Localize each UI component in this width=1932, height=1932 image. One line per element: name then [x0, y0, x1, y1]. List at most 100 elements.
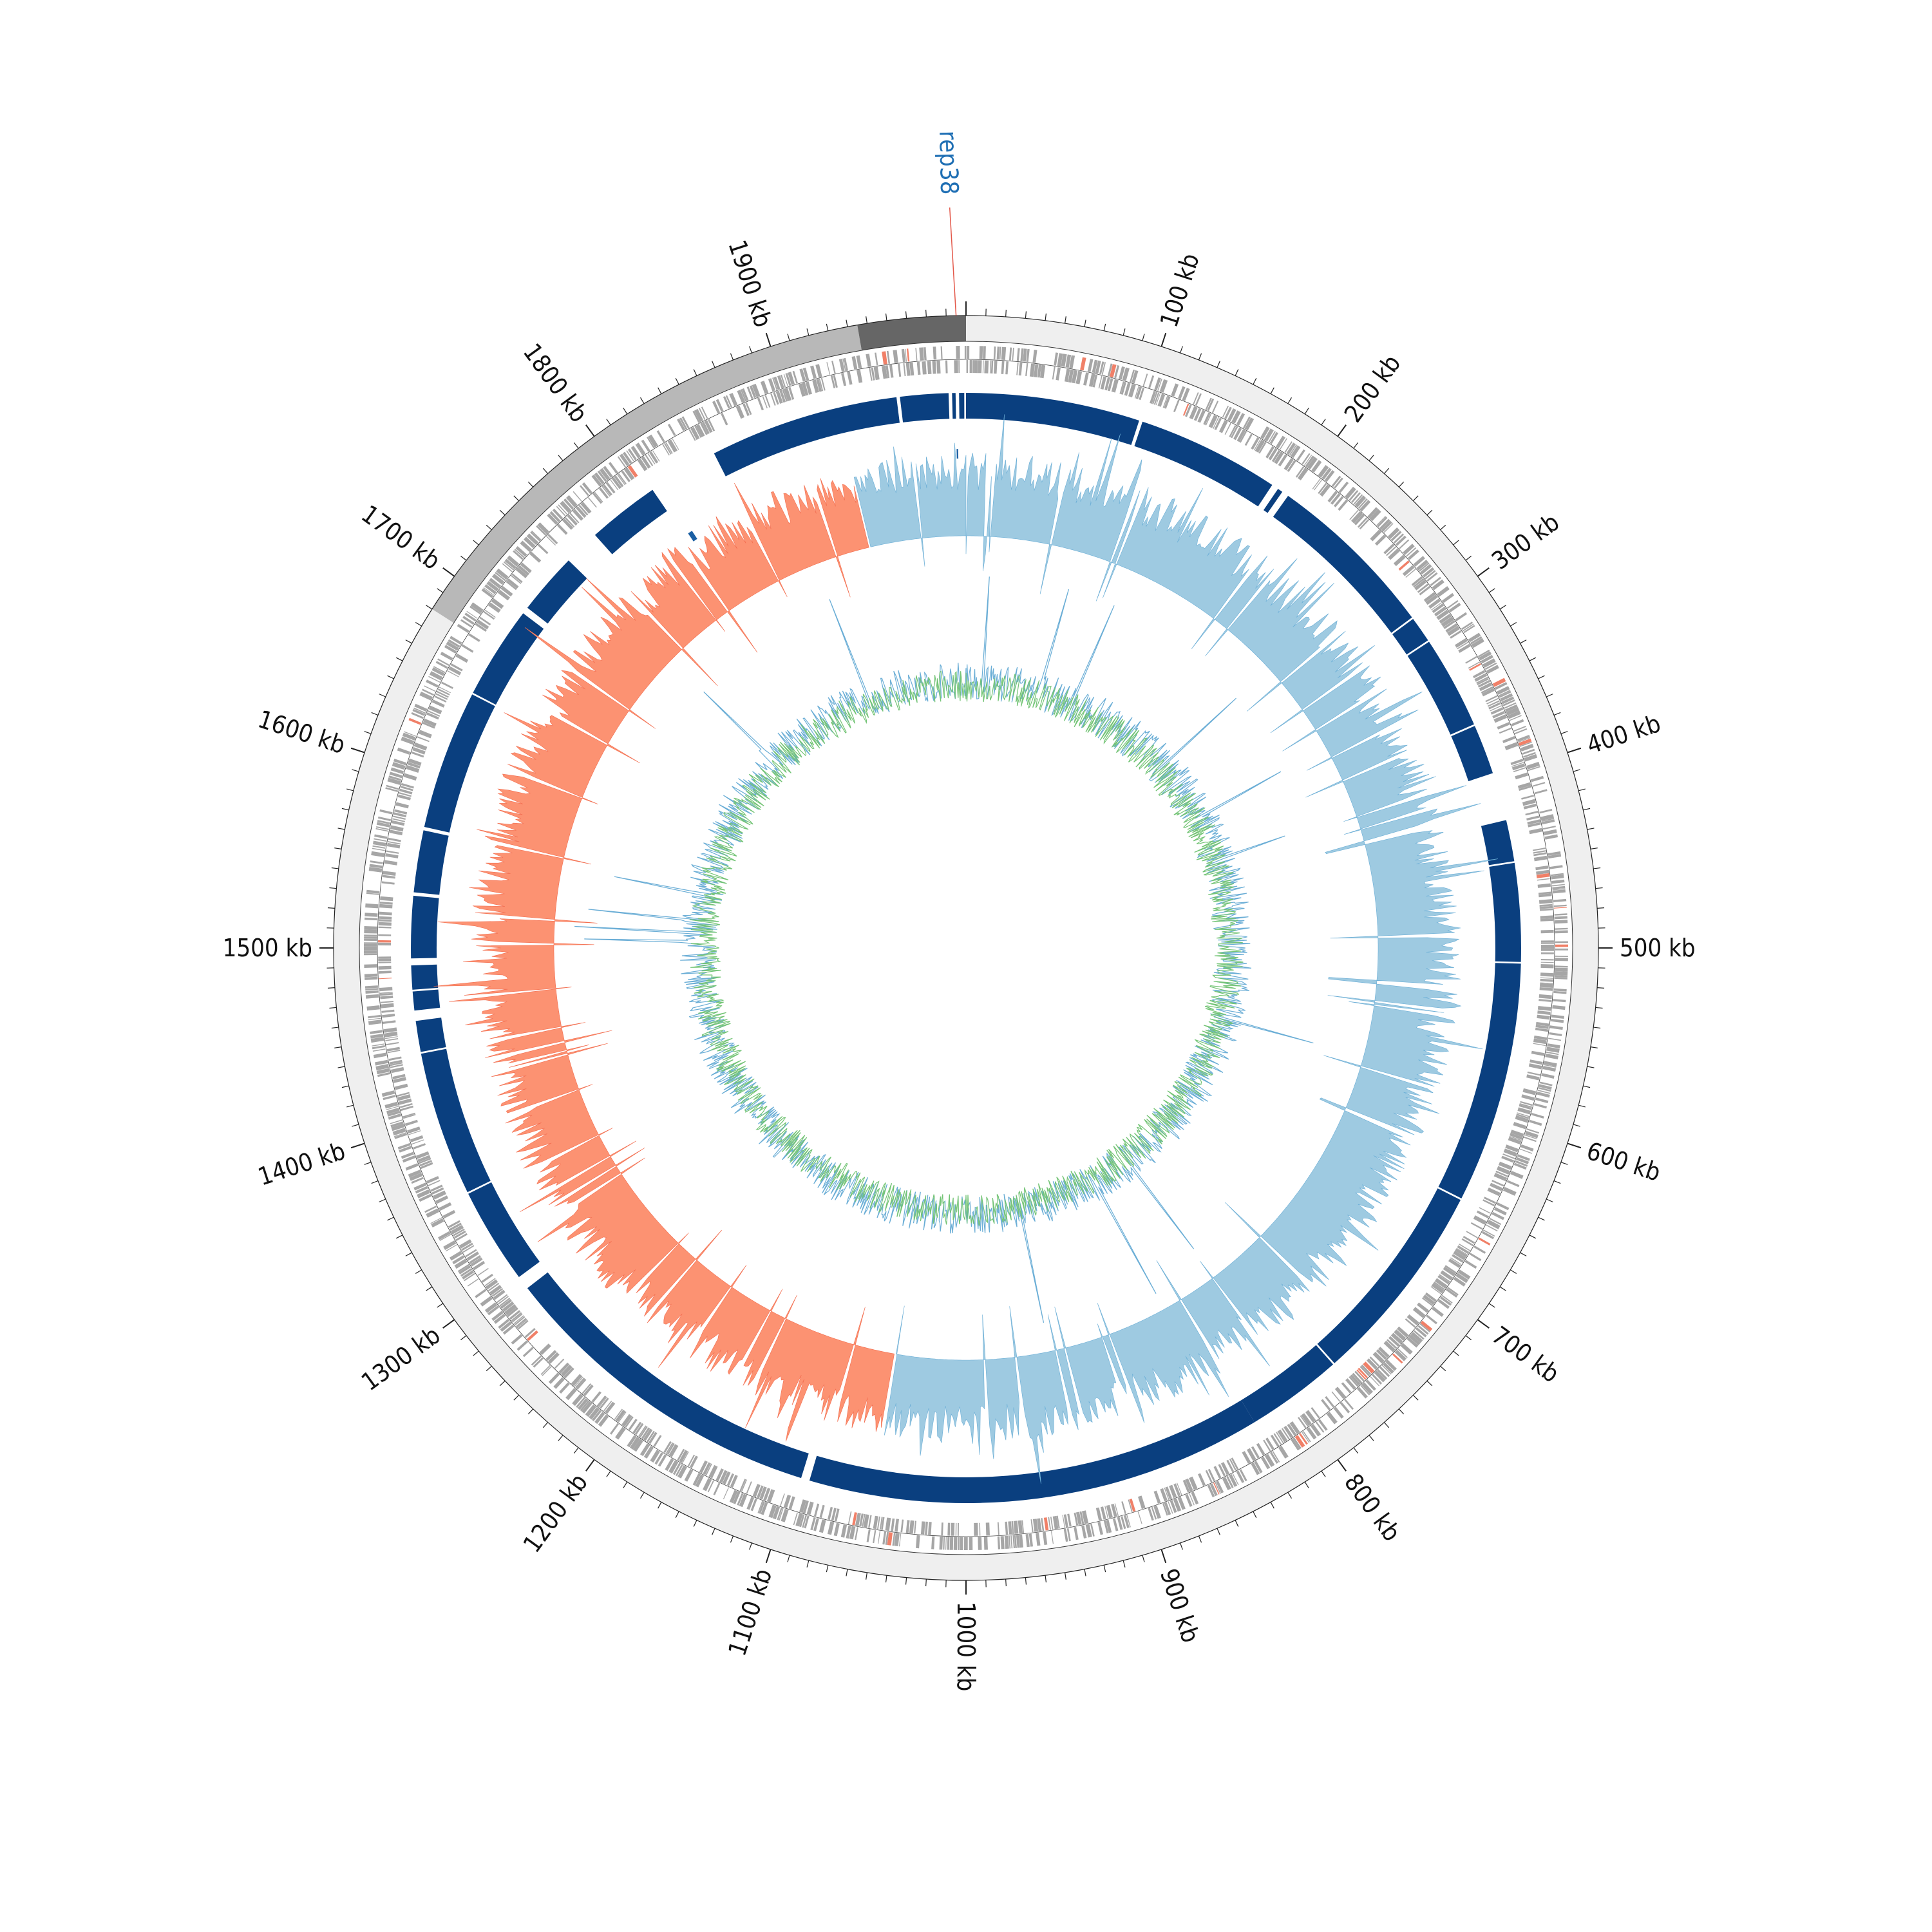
gene — [1232, 1473, 1239, 1486]
gene — [927, 361, 932, 374]
gene — [1437, 1299, 1450, 1309]
gene — [393, 1077, 406, 1083]
gene — [846, 1525, 851, 1539]
gene — [761, 1502, 768, 1515]
gene — [1123, 1515, 1130, 1528]
gene — [366, 889, 380, 894]
gene — [996, 346, 1000, 360]
gene — [903, 363, 906, 377]
gene — [1157, 393, 1166, 407]
gene — [580, 1400, 590, 1412]
gene — [542, 1366, 552, 1376]
gene — [1381, 1365, 1392, 1375]
gene — [1287, 460, 1296, 472]
gene — [1103, 1520, 1109, 1534]
gene — [802, 1515, 807, 1528]
gene — [385, 787, 399, 792]
gene — [1405, 1318, 1416, 1328]
gene — [989, 360, 992, 374]
gene — [401, 782, 414, 789]
gene — [1527, 819, 1540, 825]
gene — [1406, 1337, 1419, 1348]
gene — [618, 473, 627, 485]
minor-tick — [787, 334, 790, 341]
gene — [594, 1412, 605, 1425]
gene — [540, 1365, 551, 1375]
gene — [1452, 1254, 1464, 1263]
minor-tick — [513, 495, 520, 502]
gene — [877, 1516, 880, 1530]
synteny-block — [966, 393, 1139, 445]
gene — [1294, 1435, 1305, 1448]
gene — [1413, 1330, 1425, 1340]
gene — [1508, 1137, 1522, 1145]
gene — [1539, 987, 1553, 991]
gene — [464, 1273, 475, 1282]
gene — [1509, 1135, 1522, 1141]
gene — [1159, 379, 1168, 393]
gene — [1436, 609, 1450, 620]
gene — [1185, 1478, 1193, 1492]
gene — [1536, 869, 1549, 875]
gene — [378, 919, 392, 922]
gene — [819, 1504, 825, 1519]
gene — [1349, 509, 1359, 520]
gene — [386, 850, 399, 854]
gene — [667, 424, 676, 437]
gene — [1004, 1535, 1009, 1549]
gene — [565, 517, 575, 528]
gene — [891, 1518, 895, 1531]
gene — [1473, 670, 1486, 679]
gene — [1453, 1250, 1466, 1261]
gene — [401, 1105, 413, 1112]
gene — [401, 1151, 414, 1159]
gene — [1447, 1287, 1459, 1296]
gene — [1334, 1387, 1347, 1399]
gene — [955, 1522, 957, 1536]
gene — [654, 1452, 663, 1465]
gene — [1502, 735, 1516, 743]
gene — [1112, 1518, 1119, 1531]
gene — [1193, 408, 1202, 421]
gene — [904, 348, 907, 362]
gene — [1107, 378, 1113, 392]
gene — [399, 792, 412, 797]
gene — [475, 623, 487, 632]
gene — [1283, 1425, 1294, 1439]
gene — [363, 946, 377, 951]
inner-axis-line — [359, 341, 1573, 1555]
gene — [1025, 363, 1028, 376]
gene — [418, 730, 432, 739]
gene — [1541, 1073, 1555, 1079]
tick-label: 200 kb — [1339, 350, 1406, 428]
gene — [1526, 815, 1540, 821]
major-tick — [1337, 1459, 1347, 1472]
gene — [873, 366, 880, 381]
gene — [1121, 381, 1126, 395]
gene — [873, 1530, 876, 1544]
gene — [368, 1014, 381, 1019]
gene — [672, 1463, 681, 1475]
gene — [625, 1416, 634, 1428]
gene — [851, 356, 858, 370]
gene — [422, 722, 435, 729]
gene — [1209, 1483, 1218, 1497]
gene — [388, 1113, 401, 1120]
minor-tick — [346, 1104, 354, 1108]
gene — [1231, 1457, 1239, 1470]
gene — [1515, 1157, 1530, 1164]
gene — [1519, 741, 1532, 747]
gene — [806, 1501, 814, 1515]
gene — [507, 555, 520, 567]
gene — [453, 1230, 466, 1239]
gene — [1261, 1456, 1271, 1470]
gene — [628, 1419, 638, 1431]
minor-tick — [675, 1511, 679, 1519]
gene — [560, 1365, 573, 1377]
gene — [1406, 1314, 1419, 1326]
minor-tick — [1573, 769, 1580, 772]
gene — [1468, 632, 1481, 643]
gene — [1496, 1202, 1510, 1211]
gene — [1005, 1521, 1009, 1535]
gene — [1538, 1087, 1551, 1092]
